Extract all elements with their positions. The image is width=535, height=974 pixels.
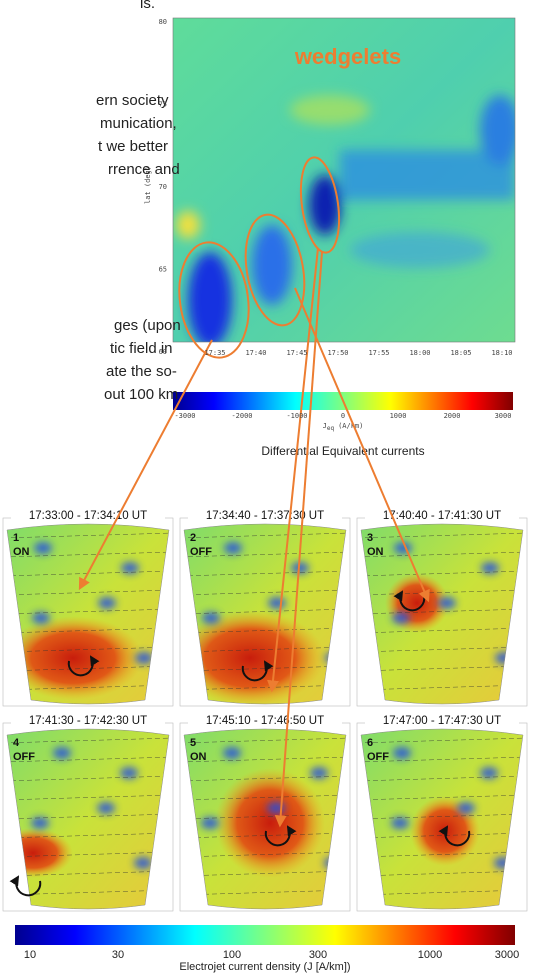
colorbar-tick: -2000 xyxy=(231,412,252,420)
spot xyxy=(32,612,50,624)
spot xyxy=(31,817,49,829)
x-tick-label: 17:45 xyxy=(286,349,307,357)
colorbar-tick: -3000 xyxy=(174,412,195,420)
panel-title: 17:41:30 - 17:42:30 UT xyxy=(29,715,147,727)
y-tick-label: 70 xyxy=(159,183,167,191)
colorbar-tick: 3000 xyxy=(495,412,512,420)
colorbar-tick: 1000 xyxy=(390,412,407,420)
colorbar-label: Electrojet current density (J [A/km]) xyxy=(179,961,350,973)
x-tick-label: 17:40 xyxy=(245,349,266,357)
panel-number: 3 xyxy=(367,532,373,544)
spot xyxy=(98,597,116,609)
panel-title: 17:47:00 - 17:47:30 UT xyxy=(383,715,501,727)
spot xyxy=(268,597,286,609)
colorbar-tick: 1000 xyxy=(418,949,442,961)
body-text: rrence and xyxy=(108,161,180,178)
x-tick-label: 18:10 xyxy=(491,349,512,357)
body-text: ls. xyxy=(140,0,155,12)
body-text: out 100 km xyxy=(104,386,178,403)
colorbar xyxy=(15,925,515,945)
caption: Differential Equivalent currents xyxy=(261,444,424,458)
panel-state: ON xyxy=(190,751,207,763)
colorbar-tick: 10 xyxy=(24,949,36,961)
panel: 17:33:00 - 17:34:10 UT 1 ON xyxy=(3,508,173,706)
x-tick-label: 17:50 xyxy=(327,349,348,357)
figure: wedgelets lat (deg) Jeq(A/km) Differenti… xyxy=(0,0,535,974)
panel-number: 4 xyxy=(13,737,20,749)
colorbar-tick: 3000 xyxy=(495,949,519,961)
spot xyxy=(224,542,242,554)
annotation: wedgelets xyxy=(294,44,401,69)
colorbar-tick: 2000 xyxy=(444,412,461,420)
spot xyxy=(97,802,115,814)
panel: 17:47:00 - 17:47:30 UT 6 OFF xyxy=(357,713,527,911)
colorbar-label: Jeq(A/km) xyxy=(323,422,364,432)
panel-title: 17:45:10 - 17:46:50 UT xyxy=(206,715,324,727)
colorbar-tick: 100 xyxy=(223,949,241,961)
panel-state: OFF xyxy=(190,546,212,558)
colorbar-tick: -1000 xyxy=(286,412,307,420)
panel-number: 2 xyxy=(190,532,196,544)
current-blob xyxy=(215,768,325,878)
spot xyxy=(392,612,410,624)
y-tick-label: 60 xyxy=(159,348,167,356)
spot xyxy=(393,747,411,759)
y-tick-label: 80 xyxy=(159,18,167,26)
body-text: t we better xyxy=(98,138,168,155)
spot xyxy=(134,857,152,869)
colorbar-tick: 300 xyxy=(309,949,327,961)
panel-state: OFF xyxy=(367,751,389,763)
colorbar-tick: 30 xyxy=(112,949,124,961)
panel-title: 17:34:40 - 17:37:30 UT xyxy=(206,510,324,522)
panel-number: 5 xyxy=(190,737,196,749)
body-text: ges (upon xyxy=(114,317,181,334)
panel-state: ON xyxy=(367,546,384,558)
spot xyxy=(201,817,219,829)
x-tick-label: 18:00 xyxy=(409,349,430,357)
colorbar-tick: 0 xyxy=(341,412,345,420)
spot xyxy=(223,747,241,759)
y-tick-label: 65 xyxy=(159,266,167,274)
panel: 17:41:30 - 17:42:30 UT 4 OFF xyxy=(0,713,173,911)
x-tick-label: 17:55 xyxy=(368,349,389,357)
spot xyxy=(53,747,71,759)
x-tick-label: 18:05 xyxy=(450,349,471,357)
spot xyxy=(457,802,475,814)
spot xyxy=(202,612,220,624)
body-text: ate the so- xyxy=(106,363,177,380)
spot xyxy=(34,542,52,554)
panel: 17:45:10 - 17:46:50 UT 5 ON xyxy=(180,713,350,911)
x-tick-label: 17:35 xyxy=(204,349,225,357)
spot xyxy=(391,817,409,829)
panel-state: OFF xyxy=(13,751,35,763)
panel-number: 6 xyxy=(367,737,373,749)
y-tick-label: 75 xyxy=(159,101,167,109)
panel: 17:40:40 - 17:41:30 UT 3 ON xyxy=(357,508,527,706)
spot xyxy=(121,562,139,574)
panel: 17:34:40 - 17:37:30 UT 2 OFF xyxy=(175,508,350,706)
panel-state: ON xyxy=(13,546,30,558)
body-text: munication, xyxy=(100,115,177,132)
spot xyxy=(481,562,499,574)
panel-title: 17:33:00 - 17:34:10 UT xyxy=(29,510,147,522)
spot xyxy=(438,597,456,609)
panel-number: 1 xyxy=(13,532,19,544)
panel-title: 17:40:40 - 17:41:30 UT xyxy=(383,510,501,522)
